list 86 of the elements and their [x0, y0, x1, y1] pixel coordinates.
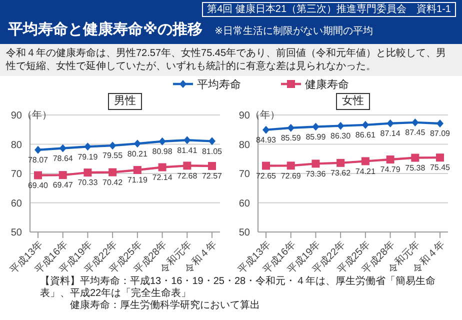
point — [59, 144, 66, 152]
point — [158, 137, 166, 146]
point — [34, 171, 42, 180]
y-tick-label: 50 — [10, 228, 22, 239]
point — [386, 119, 394, 128]
data-label: 84.93 — [256, 136, 277, 145]
y-tick-label: 70 — [10, 169, 22, 180]
point — [208, 162, 216, 170]
data-label: 79.19 — [78, 152, 98, 162]
point — [133, 166, 142, 174]
data-label: 75.45 — [430, 163, 451, 172]
data-label: 79.55 — [102, 151, 124, 160]
text: 平均寿命と健康寿命※の推移 — [8, 20, 203, 39]
data-label: 85.59 — [280, 134, 302, 143]
data-label: 73.62 — [330, 168, 352, 178]
point — [386, 155, 394, 164]
legend-label: 平均寿命 — [197, 78, 241, 92]
point — [208, 137, 216, 146]
text: 第4回 健康日本21（第三次）推進専門委員会 資料1-1 — [202, 2, 456, 17]
chart-title: 女性 — [336, 93, 370, 110]
point — [262, 162, 270, 170]
data-label: 85.99 — [306, 132, 326, 142]
data-label: 72.14 — [152, 172, 173, 182]
data-label: 74.79 — [380, 165, 401, 174]
point — [184, 136, 191, 144]
data-label: 72.57 — [202, 172, 223, 181]
data-label: 72.69 — [280, 171, 302, 180]
point — [109, 142, 116, 150]
text: 【資料】平均寿命：平成13・16・19・25・28・令和元・４年は、厚生労働省「簡易生命表」、平成22年は「完全生命表」 — [40, 276, 437, 300]
data-label: 81.41 — [177, 146, 198, 155]
y-tick-label: 50 — [238, 228, 250, 239]
point — [436, 120, 444, 128]
data-label: 69.47 — [52, 180, 74, 190]
data-label: 80.21 — [127, 149, 148, 158]
data-label: 86.61 — [355, 130, 376, 140]
data-label: 87.09 — [430, 129, 451, 138]
data-label: 87.14 — [380, 129, 401, 138]
data-label: 70.42 — [102, 178, 124, 187]
y-tick-label: 80 — [10, 140, 22, 151]
data-label: 72.65 — [256, 171, 277, 180]
legend-label: 健康寿命 — [305, 78, 349, 92]
chart-title: 男性 — [108, 93, 142, 110]
y-tick-label: 70 — [238, 169, 250, 180]
point — [287, 124, 294, 132]
data-label: 78.64 — [52, 154, 74, 163]
data-label: 80.98 — [152, 147, 173, 156]
point — [411, 154, 420, 162]
point — [362, 120, 369, 129]
point — [412, 118, 419, 126]
y-axis-title: （年） — [250, 109, 280, 122]
point — [312, 160, 320, 168]
point — [158, 163, 166, 172]
point — [108, 168, 117, 176]
point — [361, 157, 370, 166]
y-tick-label: 90 — [10, 110, 22, 122]
y-axis-title: （年） — [22, 109, 52, 122]
point — [58, 171, 67, 180]
point — [84, 142, 92, 151]
point — [183, 162, 192, 170]
point — [286, 162, 295, 170]
point — [262, 126, 270, 134]
data-label: 73.36 — [306, 169, 326, 178]
text: 令和４年の健康寿命は、男性72.57年、女性75.45年であり、前回値（令和元年値）と比較して、男性で短縮、女性で延伸していたが、いずれも統計的に有意な差は見られなかった。 — [0, 44, 462, 76]
data-label: 86.30 — [330, 132, 352, 141]
data-label: 78.07 — [28, 156, 49, 165]
text: ※日常生活に制限がない期間の平均 — [214, 24, 373, 38]
y-tick-label: 60 — [238, 198, 250, 210]
data-label: 87.45 — [405, 128, 426, 138]
point — [34, 146, 42, 154]
data-label: 69.40 — [28, 180, 49, 190]
data-label: 75.38 — [405, 163, 426, 172]
data-label: 74.21 — [355, 166, 376, 176]
y-tick-label: 90 — [238, 110, 250, 122]
point — [436, 154, 444, 162]
y-tick-label: 80 — [238, 140, 250, 151]
point — [337, 122, 344, 130]
y-tick-label: 60 — [10, 198, 22, 210]
point — [312, 122, 320, 131]
data-label: 72.68 — [177, 171, 198, 180]
data-label: 71.19 — [127, 176, 148, 185]
text: 健康寿命：厚生労働科学研究において算出 — [69, 300, 261, 312]
data-label: 70.33 — [78, 178, 98, 188]
data-label: 81.05 — [202, 146, 223, 156]
point — [336, 158, 345, 167]
point — [84, 168, 92, 177]
point — [134, 140, 141, 148]
